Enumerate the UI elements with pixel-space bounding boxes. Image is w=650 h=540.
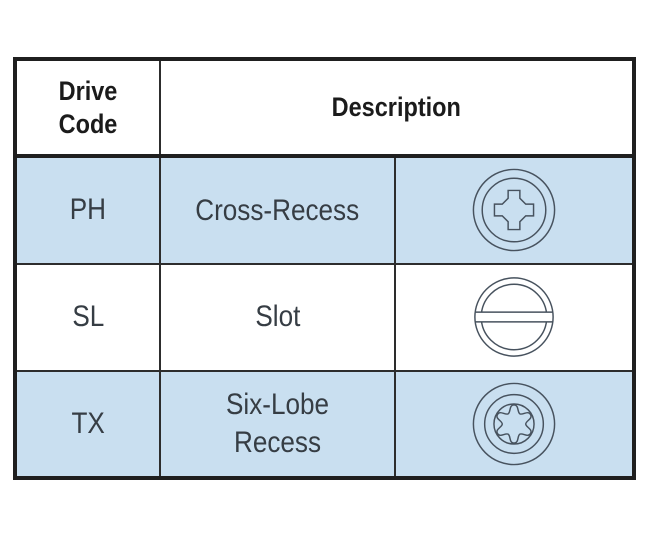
description-cell: Six-Lobe Recess — [160, 370, 396, 476]
slot-drive-icon — [474, 277, 554, 358]
header-cell-drive-code: Drive Code — [17, 61, 161, 158]
table-row-sl: SL Slot — [17, 263, 632, 372]
drive-code-table: Drive Code Description PH Cross-Recess — [13, 57, 636, 480]
drive-code-table-grid: Drive Code Description PH Cross-Recess — [17, 61, 632, 476]
phillips-cross-recess-icon — [472, 169, 556, 252]
description-cell: Cross-Recess — [160, 156, 396, 265]
six-lobe-recess-icon — [472, 382, 556, 466]
drive-code-cell: SL — [17, 263, 161, 372]
header-label-description: Description — [331, 92, 462, 123]
header-cell-description: Description — [160, 61, 632, 158]
drive-code-value: TX — [71, 406, 105, 440]
drive-code-value: PH — [69, 193, 107, 227]
description-value: Six-Lobe Recess — [225, 388, 330, 459]
table-row-tx: TX Six-Lobe Recess — [17, 370, 632, 477]
icon-cell — [395, 156, 632, 265]
drive-code-cell: TX — [17, 370, 161, 476]
header-label-drive-code: Drive Code — [58, 76, 118, 139]
icon-cell — [395, 263, 632, 372]
icon-cell — [395, 371, 632, 477]
description-value: Cross-Recess — [195, 193, 360, 227]
drive-code-cell: PH — [17, 156, 161, 265]
description-cell: Slot — [160, 263, 396, 372]
description-value: Slot — [255, 300, 300, 334]
drive-code-value: SL — [72, 300, 104, 334]
header-row: Drive Code Description — [17, 61, 632, 158]
table-row-ph: PH Cross-Recess — [17, 156, 632, 265]
